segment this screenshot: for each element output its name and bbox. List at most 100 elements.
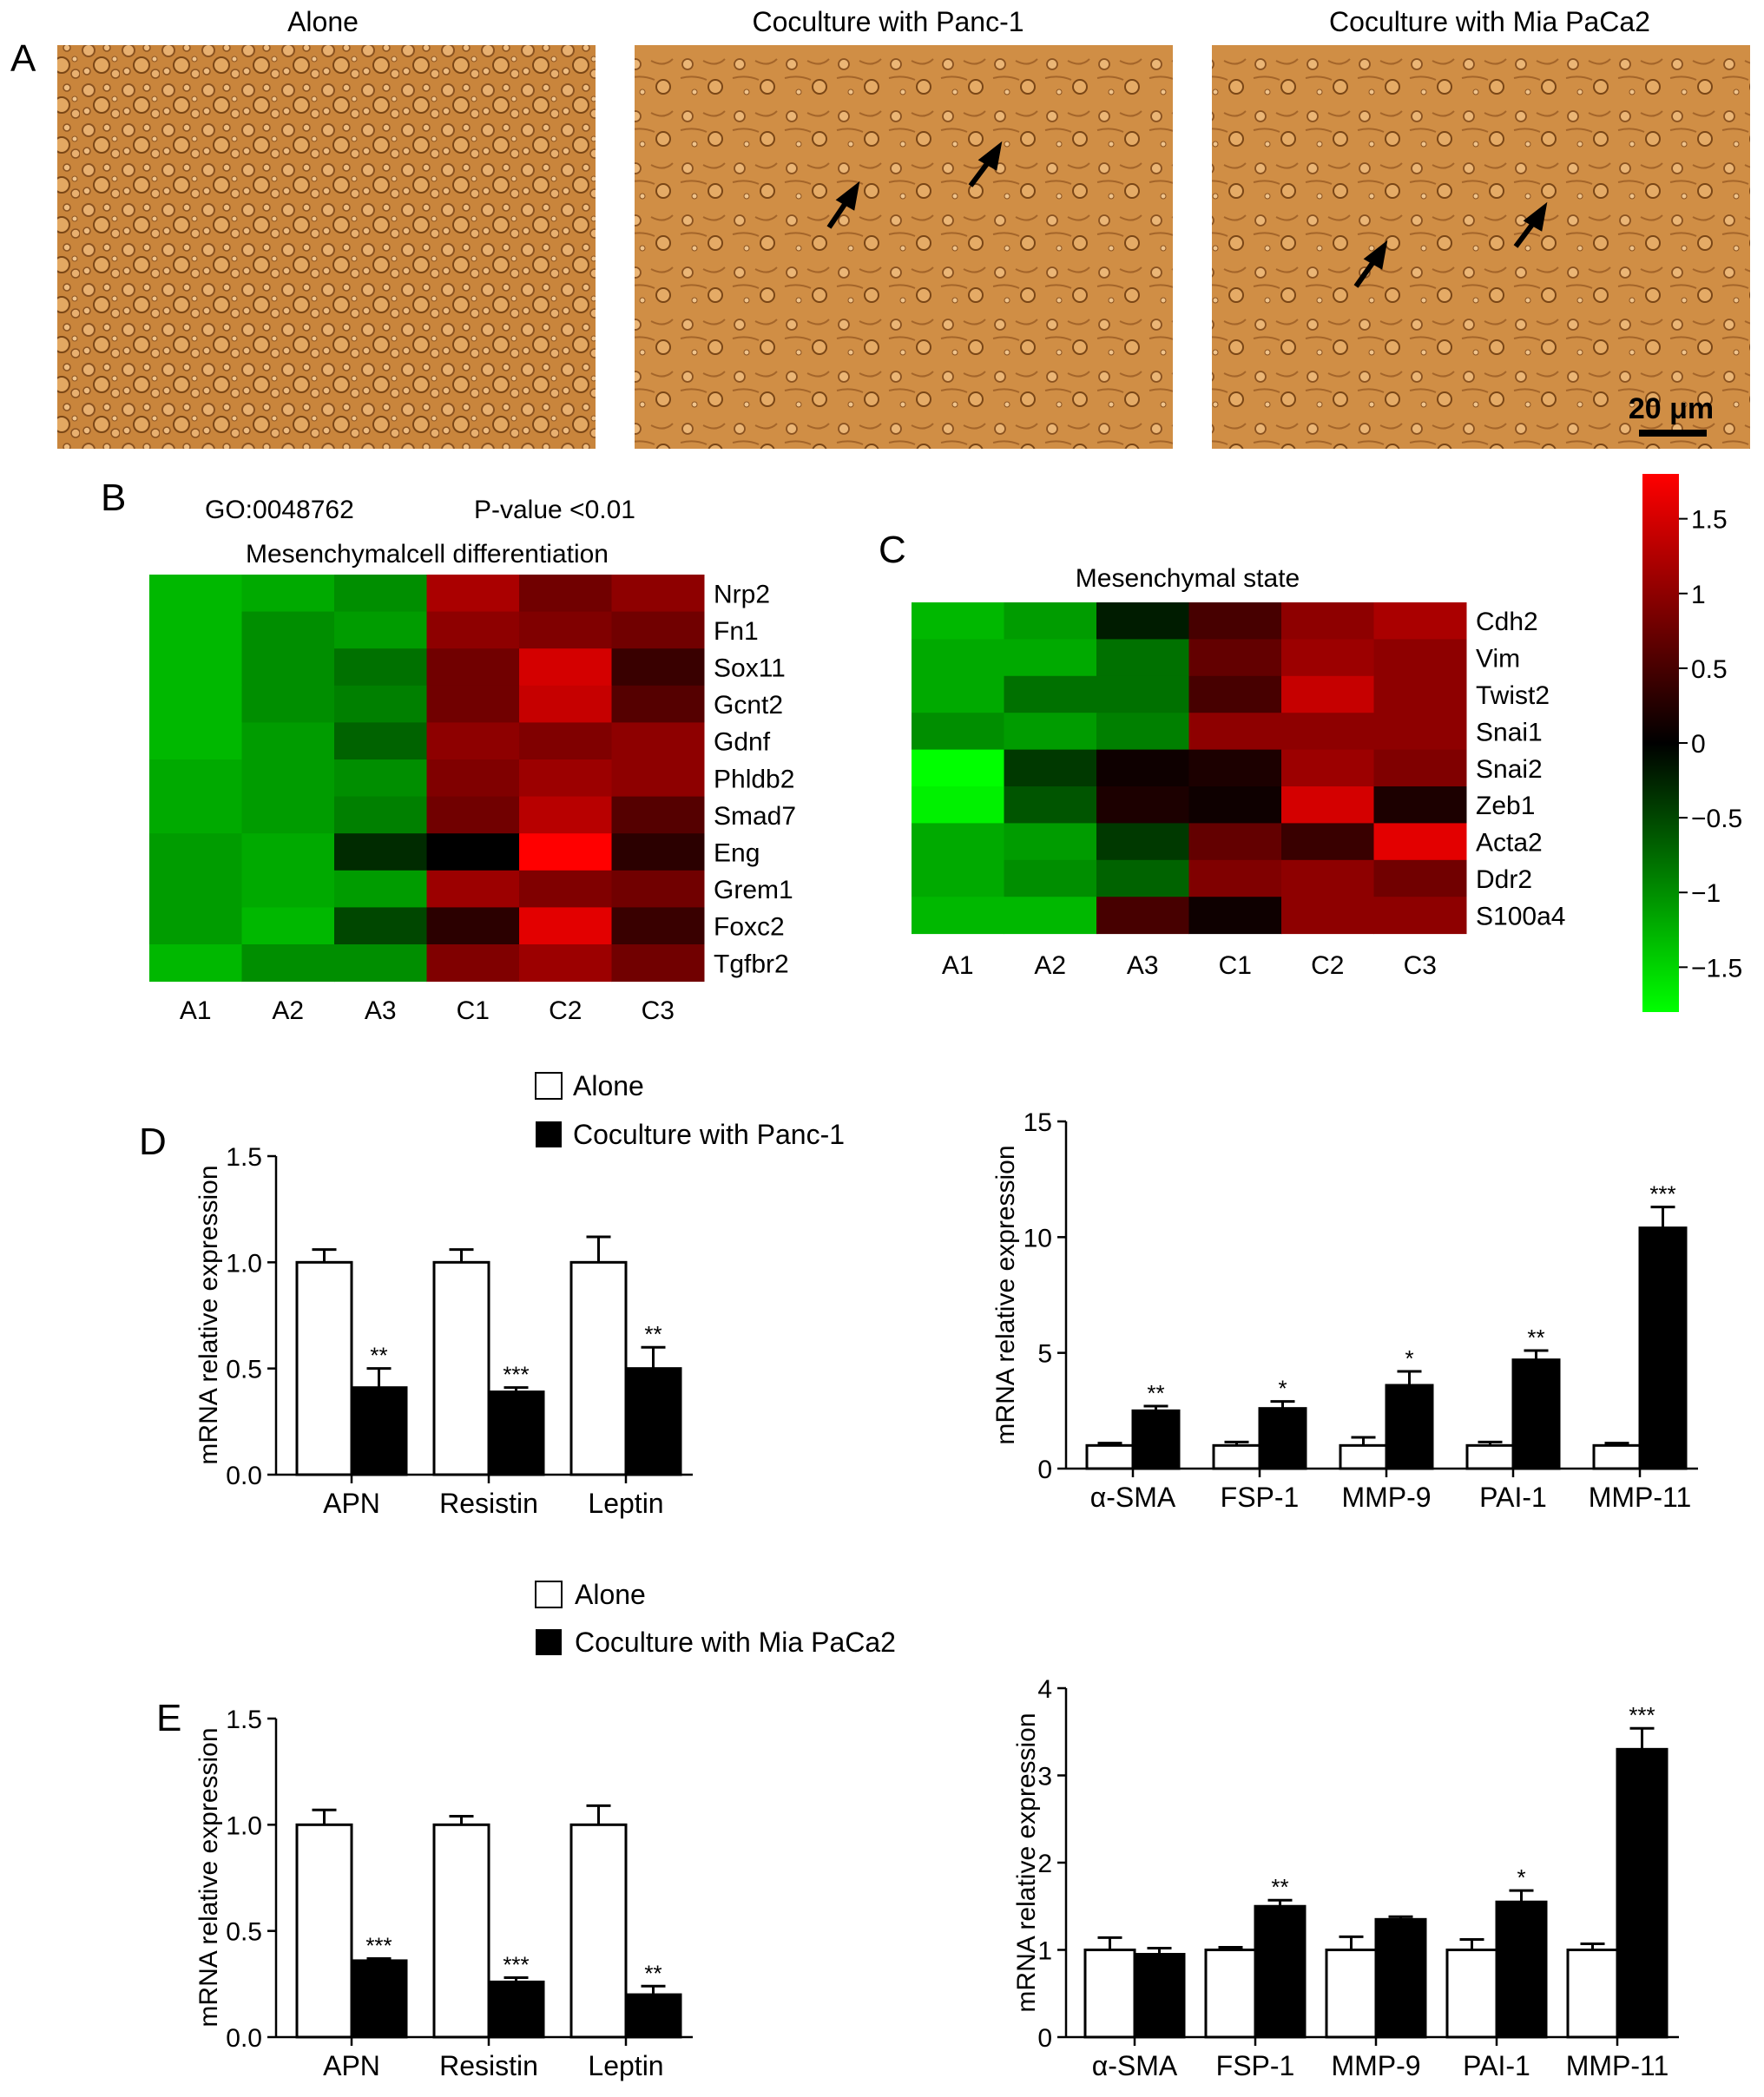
- bar-alone: [1212, 1443, 1261, 1470]
- legend-swatch-coculture: [536, 1121, 562, 1147]
- heatmap-cell: [1373, 639, 1467, 677]
- heatmap-cell: [1281, 897, 1374, 935]
- heatmap-cell: [1281, 859, 1374, 897]
- heatmap-cell: [241, 833, 335, 871]
- heatmap-cell: [426, 648, 520, 687]
- heatmap-row-label: Cdh2: [1476, 608, 1538, 636]
- y-tick-label: 0.0: [226, 1462, 262, 1490]
- panel-d-letter: D: [139, 1121, 167, 1163]
- heatmap-cell: [426, 685, 520, 723]
- heatmap-row-label: Snai2: [1476, 755, 1543, 784]
- heatmap-cell: [241, 870, 335, 908]
- heatmap-cell: [1281, 713, 1374, 751]
- heatmap-cell: [1096, 897, 1189, 935]
- heatmap-cell: [1096, 823, 1189, 861]
- significance-marker: ***: [503, 1362, 529, 1388]
- bar-alone: [1465, 1443, 1515, 1470]
- heatmap-cell: [241, 611, 335, 649]
- bar-coculture: [1616, 1747, 1669, 2039]
- heatmap-column-label: C3: [642, 996, 675, 1025]
- legend-swatch-coculture: [536, 1629, 562, 1655]
- micrograph-alone: Alone: [57, 6, 596, 449]
- heatmap-cell: [1188, 713, 1282, 751]
- heatmap-cell: [426, 833, 520, 871]
- heatmap-cell: [611, 648, 705, 687]
- heatmap-row-label: Tgfbr2: [714, 950, 789, 978]
- heatmap-cell: [519, 796, 612, 834]
- bar-coculture: [1511, 1358, 1561, 1470]
- colorbar-tick-label: −1: [1691, 879, 1721, 908]
- y-tick-label: 0: [1037, 1456, 1052, 1484]
- heatmap-cell: [519, 611, 612, 649]
- y-tick-label: 0: [1037, 2024, 1052, 2053]
- heatmap-cell: [149, 907, 242, 945]
- panel-b-letter: B: [101, 477, 126, 519]
- heatmap-c: Cdh2 Vim Twist2 Snai1 Snai2 Zeb1 Acta2 Ddr2 S100…: [912, 602, 1565, 980]
- micrograph-panc1: Coculture with Panc-1: [635, 6, 1173, 449]
- colorbar-tick-label: −1.5: [1691, 954, 1742, 983]
- legend-swatch-alone: [535, 1072, 563, 1100]
- heatmap-cell: [1004, 786, 1097, 824]
- heatmap-row-label: Twist2: [1476, 681, 1550, 710]
- heatmap-cell: [611, 722, 705, 760]
- heatmap-cell: [519, 648, 612, 687]
- heatmap-cell: [519, 575, 612, 613]
- heatmap-cell: [149, 759, 242, 798]
- y-axis-label: mRNA relative expression: [991, 1145, 1020, 1444]
- heatmap-cell: [426, 759, 520, 798]
- bar-alone: [1325, 1949, 1378, 2039]
- heatmap-cell: [149, 833, 242, 871]
- heatmap-cell: [1281, 675, 1374, 713]
- x-category-label: Resistin: [439, 2050, 538, 2081]
- heatmap-cell: [1188, 749, 1282, 787]
- heatmap-cell: [1004, 859, 1097, 897]
- y-tick-label: 0.5: [226, 1356, 262, 1384]
- heatmap-row-label: Nrp2: [714, 580, 770, 608]
- significance-marker: **: [1271, 1874, 1288, 1900]
- heatmap-cell: [1096, 713, 1189, 751]
- y-tick-label: 1.0: [226, 1811, 262, 1840]
- x-category-label: FSP-1: [1216, 2050, 1295, 2081]
- significance-marker: ***: [503, 1951, 529, 1977]
- significance-marker: **: [1527, 1325, 1544, 1351]
- heatmap-cell: [334, 870, 427, 908]
- heatmap-column-label: A1: [180, 996, 212, 1025]
- scale-bar-label: 20 μm: [1629, 392, 1714, 425]
- bar-alone: [1083, 1949, 1136, 2039]
- y-tick-label: 5: [1037, 1340, 1052, 1369]
- heatmap-cell: [241, 685, 335, 723]
- heatmap-cell: [1373, 749, 1467, 787]
- heatmap-cell: [1373, 786, 1467, 824]
- bar-coculture: [1131, 1409, 1181, 1470]
- heatmap-column-label: A3: [1127, 951, 1159, 980]
- heatmap-column-label: A2: [1034, 951, 1066, 980]
- heatmap-cell: [912, 786, 1004, 824]
- heatmap-row-label: Gcnt2: [714, 691, 783, 720]
- heatmap-cell: [519, 944, 612, 983]
- heatmap-column-label: C1: [457, 996, 490, 1025]
- heatmap-cell: [426, 722, 520, 760]
- x-category-label: PAI-1: [1479, 1482, 1547, 1513]
- heatmap-cell: [912, 749, 1004, 787]
- heatmap-cell: [912, 713, 1004, 751]
- legend-label-alone: Alone: [573, 1070, 644, 1101]
- heatmap-cell: [912, 639, 1004, 677]
- bar-chart-e-right: 0 1 2 3 4 mRNA relative expression α-SMA ** FSP-…: [1012, 1675, 1679, 2081]
- heatmap-cell: [334, 907, 427, 945]
- heatmap-cell: [1096, 859, 1189, 897]
- heatmap-cell: [334, 648, 427, 687]
- heatmap-row-label: Phldb2: [714, 765, 794, 793]
- heatmap-cell: [1004, 675, 1097, 713]
- heatmap-b: Nrp2 Fn1 Sox11 Gcnt2 Gdnf Phldb2 Smad7 Eng Grem1…: [149, 575, 796, 1025]
- y-axis-label: mRNA relative expression: [194, 1165, 223, 1464]
- x-category-label: APN: [323, 1488, 380, 1519]
- heatmap-cell: [426, 907, 520, 945]
- heatmap-cell: [149, 611, 242, 649]
- heatmap-column-label: A1: [942, 951, 974, 980]
- heatmap-cell: [149, 685, 242, 723]
- heatmap-cell: [912, 602, 1004, 640]
- micrograph-miapaca2: Coculture with Mia PaCa2 20 μm: [1212, 6, 1750, 449]
- bar-coculture: [1374, 1917, 1427, 2039]
